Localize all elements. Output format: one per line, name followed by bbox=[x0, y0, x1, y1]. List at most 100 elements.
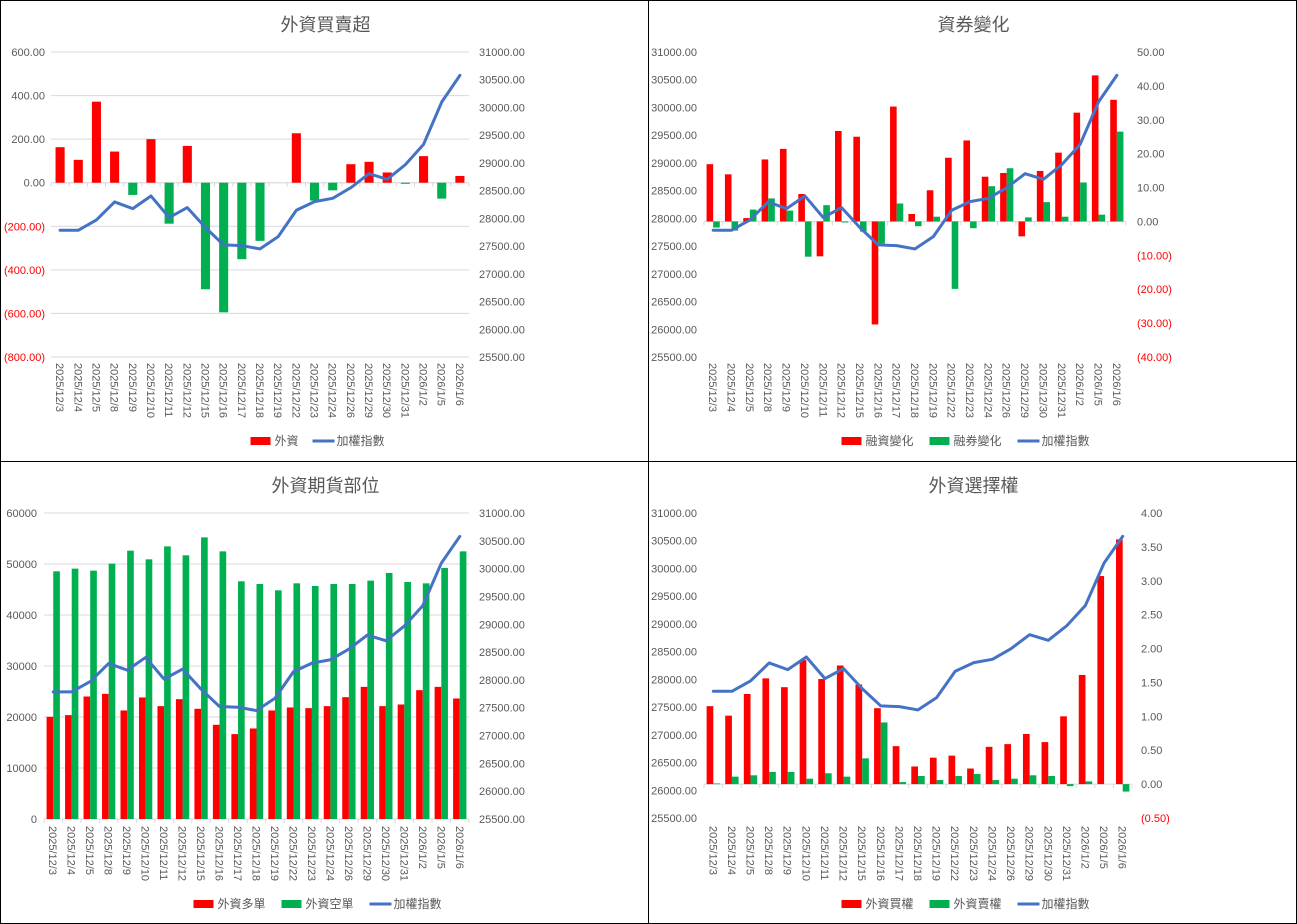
left-axis-tick-label: 26000.00 bbox=[651, 785, 697, 797]
date-label: 2025/12/8 bbox=[102, 826, 114, 875]
date-label: 2025/12/16 bbox=[871, 363, 883, 418]
left-axis-tick-label: 29500.00 bbox=[651, 591, 697, 603]
bar-外資買權-2025/12/3 bbox=[706, 706, 714, 785]
legend-swatch bbox=[281, 900, 302, 908]
date-label: 2025/12/17 bbox=[231, 826, 243, 881]
date-label: 2026/1/6 bbox=[1116, 826, 1128, 869]
left-axis-tick-label: 27500.00 bbox=[651, 241, 697, 253]
bar-融券變化-2025/12/29 bbox=[1025, 217, 1032, 222]
right-axis-tick-label: 26000.00 bbox=[479, 786, 525, 798]
right-axis-tick-label: 25500.00 bbox=[479, 352, 525, 364]
bar-外資多單-2025/12/5 bbox=[83, 696, 91, 819]
date-label: 2025/12/30 bbox=[1041, 826, 1053, 881]
bar-外資-2025/12/31 bbox=[400, 182, 410, 184]
right-axis-tick-label: 30000.00 bbox=[479, 102, 525, 114]
bar-融券變化-2026/1/5 bbox=[1098, 214, 1106, 222]
left-axis-tick-label: 26000.00 bbox=[651, 324, 697, 336]
bar-融資變化-2025/12/16 bbox=[871, 221, 879, 325]
bar-外資空單-2025/12/4 bbox=[71, 568, 79, 819]
bar-外資買權-2025/12/31 bbox=[1060, 716, 1067, 785]
legend-label: 加權指數 bbox=[394, 896, 442, 911]
bar-外資賣權-2025/12/8 bbox=[769, 771, 776, 785]
bar-外資空單-2025/12/15 bbox=[201, 537, 208, 819]
bar-外資賣權-2025/12/23 bbox=[973, 773, 981, 785]
bar-外資-2025/12/3 bbox=[55, 147, 65, 183]
bar-外資空單-2025/12/11 bbox=[164, 546, 171, 819]
right-axis-tick-label: 27500.00 bbox=[479, 703, 525, 715]
bar-外資-2025/12/16 bbox=[219, 182, 229, 313]
bar-外資買權-2025/12/11 bbox=[818, 679, 825, 785]
bar-外資空單-2025/12/10 bbox=[145, 559, 153, 819]
bar-融資變化-2025/12/18 bbox=[908, 213, 915, 222]
date-label: 2025/12/18 bbox=[250, 826, 262, 881]
bar-融券變化-2025/12/3 bbox=[713, 221, 720, 228]
bar-融券變化-2026/1/2 bbox=[1080, 182, 1087, 222]
right-axis-tick-label: (40.00) bbox=[1137, 352, 1172, 364]
bar-外資-2025/12/4 bbox=[73, 159, 83, 183]
legend-swatch bbox=[929, 437, 950, 445]
date-label: 2025/12/18 bbox=[908, 363, 920, 418]
date-label: 2025/12/31 bbox=[1055, 363, 1067, 418]
left-axis-tick-label: 27500.00 bbox=[651, 702, 697, 714]
left-axis-tick-label: 30000.00 bbox=[651, 102, 697, 114]
left-axis-tick-label: 30500.00 bbox=[651, 75, 697, 87]
legend-item: 外資買權 bbox=[841, 897, 914, 911]
bar-外資多單-2025/12/26 bbox=[342, 697, 349, 819]
legend-item: 融資變化 bbox=[841, 433, 914, 448]
date-label: 2025/12/9 bbox=[780, 363, 792, 412]
foreign-options-chart: 外資選擇權 31000.00 30500.00 30000.00 29500.00 290… bbox=[651, 476, 1170, 911]
date-label: 2025/12/26 bbox=[1000, 363, 1012, 418]
right-axis-tick-label: 3.00 bbox=[1141, 576, 1162, 588]
bar-外資多單-2026/1/5 bbox=[434, 686, 442, 819]
bar-外資多單-2025/12/30 bbox=[379, 706, 386, 819]
right-axis-tick-label: 28500.00 bbox=[479, 186, 525, 198]
date-label: 2025/12/19 bbox=[926, 363, 938, 418]
date-label: 2025/12/17 bbox=[892, 826, 904, 881]
margin-short-change-chart: 資券變化 31000.00 30500.00 30000.00 29500.00 2900… bbox=[651, 15, 1172, 448]
bar-外資賣權-2025/12/9 bbox=[787, 771, 795, 785]
right-axis-tick-label: 26000.00 bbox=[479, 324, 525, 336]
date-label: 2026/1/2 bbox=[417, 363, 429, 406]
right-axis-tick-label: 26500.00 bbox=[479, 758, 525, 770]
date-label: 2025/12/17 bbox=[235, 363, 247, 418]
bar-融資變化-2025/12/9 bbox=[779, 148, 787, 222]
bar-外資-2025/12/24 bbox=[328, 182, 338, 191]
bar-外資賣權-2025/12/24 bbox=[992, 780, 1000, 785]
left-axis-tick-label: 28000.00 bbox=[651, 674, 697, 686]
right-axis-tick-label: 2.00 bbox=[1141, 644, 1162, 656]
date-label: 2026/1/5 bbox=[435, 363, 447, 406]
bar-外資買權-2025/12/22 bbox=[948, 755, 956, 785]
date-label: 2025/12/11 bbox=[157, 826, 169, 880]
date-label: 2025/12/4 bbox=[71, 363, 83, 412]
bar-融資變化-2025/12/23 bbox=[963, 140, 971, 222]
right-axis-tick-label: 29500.00 bbox=[479, 591, 525, 603]
date-label: 2025/12/23 bbox=[963, 363, 975, 418]
left-axis-tick-label: 31000.00 bbox=[651, 47, 697, 59]
bar-外資空單-2025/12/23 bbox=[311, 585, 319, 819]
bar-融券變化-2025/12/31 bbox=[1061, 216, 1069, 222]
date-label: 2025/12/12 bbox=[180, 363, 192, 418]
bar-外資-2025/12/26 bbox=[346, 164, 356, 183]
date-label: 2025/12/9 bbox=[126, 363, 138, 412]
right-axis-tick-label: 25500.00 bbox=[479, 814, 525, 826]
right-axis-tick-label: (10.00) bbox=[1137, 250, 1172, 262]
bar-外資賣權-2025/12/11 bbox=[824, 773, 832, 785]
right-axis-tick-label: 0.50 bbox=[1141, 745, 1162, 757]
date-label: 2025/12/5 bbox=[89, 363, 101, 412]
bar-外資多單-2025/12/29 bbox=[360, 686, 368, 819]
bar-融資變化-2025/12/19 bbox=[926, 190, 934, 222]
chart-title: 資券變化 bbox=[938, 15, 1010, 36]
bar-外資空單-2025/12/22 bbox=[293, 583, 301, 819]
bar-外資賣權-2025/12/16 bbox=[880, 722, 888, 785]
date-label: 2025/12/8 bbox=[108, 363, 120, 412]
date-label: 2025/12/4 bbox=[725, 363, 737, 412]
date-label: 2025/12/16 bbox=[217, 363, 229, 418]
bar-融券變化-2025/12/19 bbox=[933, 216, 940, 222]
bar-外資買權-2025/12/16 bbox=[874, 708, 881, 785]
bar-外資賣權-2025/12/18 bbox=[918, 775, 925, 785]
foreign-options-chart-panel: 外資選擇權 31000.00 30500.00 30000.00 29500.00 290… bbox=[648, 461, 1297, 924]
bar-外資空單-2025/12/31 bbox=[404, 581, 411, 819]
bar-外資賣權-2025/12/12 bbox=[843, 776, 851, 785]
left-axis-tick-label: 40000 bbox=[6, 610, 37, 622]
bar-融資變化-2025/12/26 bbox=[1000, 172, 1007, 222]
